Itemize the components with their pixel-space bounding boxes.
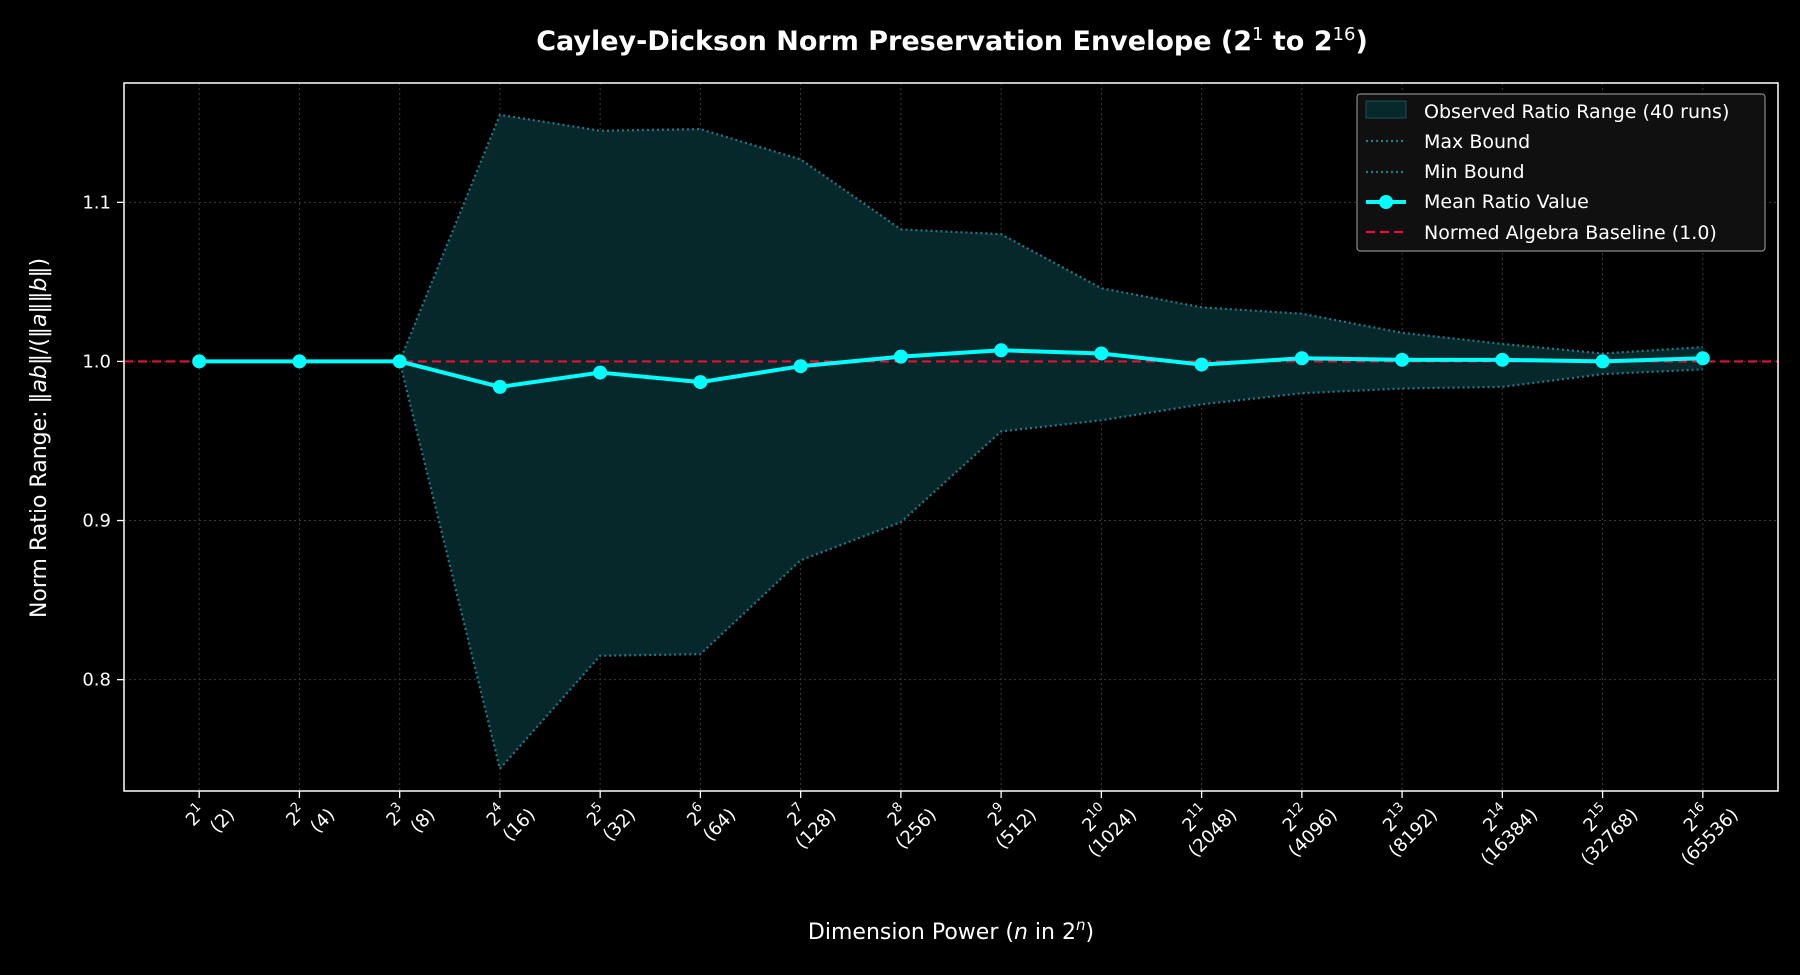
observed-range-band: [199, 114, 1703, 769]
mean-ratio-point: [292, 354, 307, 369]
mean-ratio-point: [693, 375, 708, 390]
x-tick-label: 23(8): [380, 787, 439, 846]
mean-ratio-point: [1395, 352, 1410, 367]
x-tick-label: 26(64): [681, 787, 740, 846]
x-tick-label: 215(32768): [1559, 787, 1642, 870]
legend: Observed Ratio Range (40 runs) Max Bound…: [1356, 93, 1766, 252]
mean-ratio-point: [1495, 352, 1510, 367]
mean-ratio-point: [994, 343, 1009, 358]
x-tick-label: 214(16384): [1459, 787, 1542, 870]
x-axis-label: Dimension Power (n in 2n): [808, 916, 1094, 945]
legend-label-baseline: Normed Algebra Baseline (1.0): [1424, 222, 1717, 244]
x-tick-label: 29(512): [974, 787, 1041, 854]
mean-ratio-point: [1595, 354, 1610, 369]
legend-label-max: Max Bound: [1424, 131, 1530, 153]
x-tick-label: 24(16): [481, 787, 540, 846]
min-bound-line: [199, 360, 1703, 772]
mean-ratio-point: [1294, 351, 1309, 366]
x-tick-label: 25(32): [581, 787, 640, 846]
legend-label-band: Observed Ratio Range (40 runs): [1424, 101, 1729, 123]
legend-box: [1356, 93, 1766, 252]
mean-ratio-point: [1094, 346, 1109, 361]
max-bound-line: [199, 113, 1703, 363]
x-tick-label: 22(4): [280, 787, 339, 846]
x-tick-label: 210(1024): [1066, 787, 1141, 862]
mean-ratio-point: [192, 354, 207, 369]
x-tick-label: 28(256): [874, 787, 941, 854]
mean-ratio-line: [199, 348, 1703, 389]
x-tick-label: 211(2048): [1167, 787, 1242, 862]
chart-title: Cayley-Dickson Norm Preservation Envelop…: [536, 24, 1368, 57]
y-tick-label: 0.9: [82, 511, 111, 532]
mean-ratio-point: [793, 359, 808, 374]
legend-swatch-band: [1365, 100, 1407, 119]
legend-label-min: Min Bound: [1424, 161, 1525, 183]
mean-ratio-point: [893, 349, 908, 364]
x-tick-label: 216(65536): [1660, 787, 1743, 870]
legend-swatch-mean-marker: [1379, 195, 1393, 209]
y-tick-label: 1.1: [82, 192, 111, 213]
y-tick-label: 1.0: [82, 351, 111, 372]
x-tick-label: 212(4096): [1267, 787, 1342, 862]
legend-label-mean: Mean Ratio Value: [1424, 191, 1589, 213]
mean-ratio-point: [492, 379, 507, 394]
mean-ratio-point: [1194, 357, 1209, 372]
mean-ratio-point: [1695, 351, 1710, 366]
y-tick-label: 0.8: [82, 670, 111, 691]
x-tick-label: 21(2): [180, 787, 239, 846]
y-axis-label: Norm Ratio Range: ‖ab‖/(‖a‖‖b‖): [27, 258, 52, 618]
x-tick-label: 27(128): [774, 787, 841, 854]
plot-frame: [123, 82, 1779, 792]
mean-ratio-point: [593, 365, 608, 380]
x-tick-label: 213(8192): [1367, 787, 1442, 862]
mean-ratio-point: [392, 354, 407, 369]
